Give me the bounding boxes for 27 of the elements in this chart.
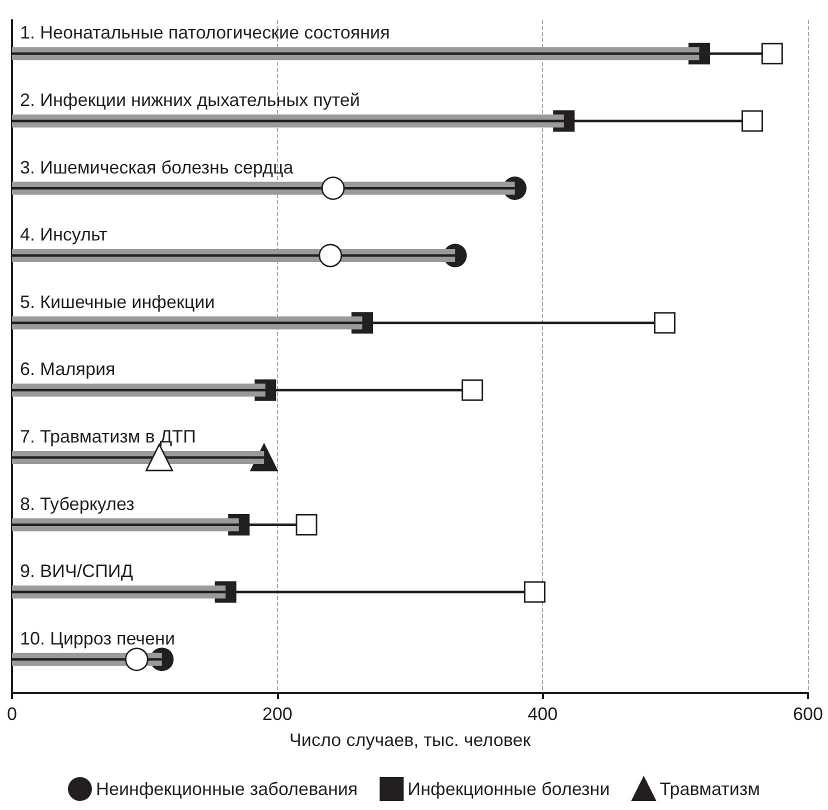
point (654, 312, 676, 334)
x-tick-label: 0 (6, 704, 18, 724)
legend-label: Инфекционные болезни (408, 779, 610, 799)
point (321, 176, 345, 200)
y-tick-label: 9. ВИЧ/СПИД (20, 561, 134, 582)
y-tick-label: 7. Травматизм в ДТП (20, 426, 196, 446)
y-tick-label: 8. Туберкулез (20, 494, 134, 514)
y-tick-label: 4. Инсульт (20, 224, 108, 245)
point (462, 379, 484, 401)
point (296, 514, 318, 536)
y-tick-label: 6. Малярия (20, 359, 116, 380)
y-tick-label: 3. Ишемическая болезнь сердца (20, 157, 294, 178)
point (761, 42, 783, 64)
point (742, 110, 764, 132)
y-tick-label: 1. Неонатальные патологические состояния (20, 22, 390, 43)
point (124, 648, 148, 672)
y-tick-label: 10. Цирроз печени (20, 628, 176, 648)
x-tick-label: 400 (528, 704, 558, 724)
x-tick-label: 600 (792, 704, 824, 724)
x-tick-label: 200 (262, 704, 292, 724)
y-tick-label: 2. Инфекции нижних дыхательных путей (20, 90, 360, 110)
x-axis-title: Число случаев, тыс. человек (289, 730, 531, 750)
y-tick-label: 5. Кишечные инфекции (20, 292, 215, 312)
legend-label: Травматизм (660, 779, 760, 799)
point (524, 581, 546, 603)
legend-label: Неинфекционные заболевания (96, 779, 358, 799)
point (318, 244, 342, 268)
